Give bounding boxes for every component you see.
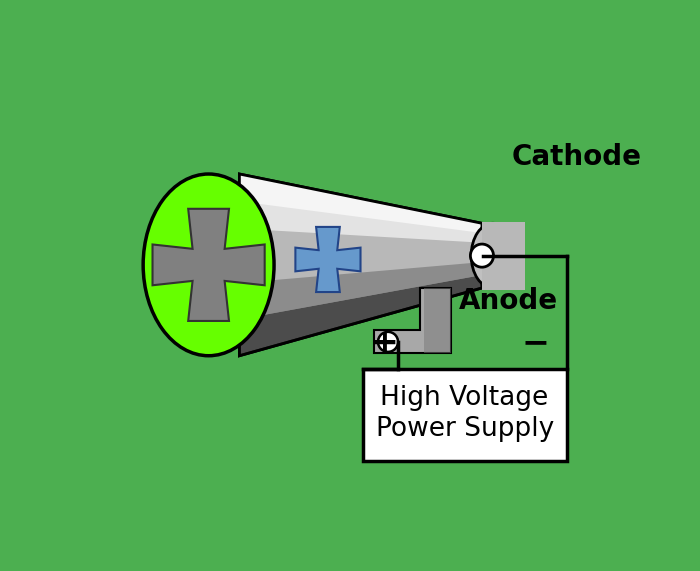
Polygon shape: [239, 174, 482, 243]
Text: +: +: [370, 327, 398, 360]
Polygon shape: [424, 288, 452, 353]
Circle shape: [378, 332, 398, 352]
Polygon shape: [239, 262, 482, 319]
Polygon shape: [239, 275, 482, 356]
Text: High Voltage: High Voltage: [381, 385, 549, 411]
Polygon shape: [482, 222, 525, 289]
Polygon shape: [374, 288, 452, 353]
Ellipse shape: [144, 174, 274, 356]
Text: −: −: [522, 327, 550, 360]
Polygon shape: [363, 369, 567, 461]
Polygon shape: [239, 174, 482, 233]
Polygon shape: [295, 227, 360, 292]
Text: Power Supply: Power Supply: [375, 416, 554, 442]
Circle shape: [470, 244, 494, 267]
Text: Anode: Anode: [459, 287, 558, 315]
Text: Cathode: Cathode: [511, 143, 641, 171]
Ellipse shape: [471, 223, 514, 288]
Polygon shape: [239, 174, 482, 356]
Polygon shape: [153, 209, 265, 321]
